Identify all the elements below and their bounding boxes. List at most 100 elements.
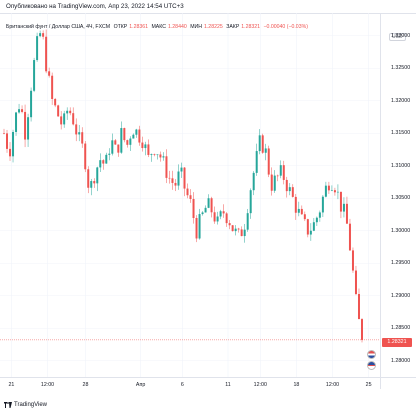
candle-up	[12, 132, 14, 156]
candle-up	[220, 211, 222, 216]
candle-up	[162, 156, 164, 157]
candle-down	[114, 140, 116, 144]
price-tick: 1.28500	[391, 325, 410, 331]
legend-close-label: ЗАКР	[226, 24, 239, 30]
price-tick: 1.29500	[391, 260, 410, 266]
candle-up	[322, 197, 324, 213]
candle-down	[171, 178, 173, 183]
candle-up	[150, 154, 152, 155]
price-axis[interactable]: USD 1.33000 1.32500 1.32000 1.31500 1.31000 1…	[380, 13, 416, 377]
time-tick: 12:00	[254, 382, 267, 388]
time-tick: 12:00	[326, 382, 339, 388]
time-tick: 6	[181, 382, 184, 388]
legend-high-label: МАКС	[151, 24, 166, 30]
candle-up	[256, 151, 258, 173]
candle-down	[141, 143, 143, 148]
candle-down	[51, 76, 53, 99]
grid-lines	[0, 13, 380, 377]
candle-up	[30, 91, 32, 117]
candle-down	[72, 113, 74, 124]
price-tick: 1.30500	[391, 195, 410, 201]
settings-corner[interactable]	[380, 377, 416, 389]
candle-up	[96, 167, 98, 183]
candle-down	[117, 145, 119, 153]
candle-up	[63, 113, 65, 124]
price-tick: 1.32500	[391, 65, 410, 71]
candle-up	[274, 176, 276, 191]
candle-down	[3, 133, 5, 134]
candle-down	[153, 154, 155, 155]
candle-up	[177, 172, 179, 186]
candle-down	[21, 109, 23, 112]
candle-down	[229, 223, 231, 225]
candle-up	[129, 139, 131, 145]
candlestick-chart[interactable]	[0, 13, 380, 377]
candle-up	[36, 36, 38, 60]
candle-down	[361, 319, 363, 340]
footer-brand: TradingView	[14, 402, 47, 408]
candle-down	[6, 133, 8, 148]
candle-down	[355, 271, 357, 294]
candle-down	[174, 183, 176, 186]
time-tick: 12:00	[41, 382, 54, 388]
price-tick: 1.28000	[391, 358, 410, 364]
candle-down	[340, 192, 342, 212]
time-tick: Апр	[136, 382, 145, 388]
candle-up	[180, 168, 182, 172]
candle-up	[259, 135, 261, 151]
tradingview-logo-icon	[4, 402, 12, 408]
candle-down	[24, 112, 26, 140]
legend-low-value: 1.28225	[204, 24, 223, 30]
time-tick: 11	[225, 382, 231, 388]
candle-down	[214, 212, 216, 221]
candle-down	[84, 144, 86, 170]
candle-down	[349, 224, 351, 251]
candle-up	[247, 213, 249, 230]
candle-up	[217, 217, 219, 222]
candle-down	[123, 128, 125, 140]
candle-up	[319, 212, 321, 217]
candle-down	[57, 105, 59, 116]
flag-uk-icon[interactable]	[367, 350, 376, 359]
candle-down	[346, 204, 348, 224]
candle-down	[165, 156, 167, 178]
candle-down	[328, 186, 330, 191]
candle-up	[135, 130, 137, 135]
candle-down	[190, 195, 192, 199]
candle-down	[87, 169, 89, 187]
candle-down	[138, 130, 140, 143]
candle-up	[199, 214, 201, 238]
candle-down	[301, 209, 303, 214]
legend-open-label: ОТКР	[114, 24, 128, 30]
candle-down	[295, 197, 297, 213]
candle-down	[9, 149, 11, 156]
candle-up	[39, 33, 41, 36]
published-caption: Опубликовано на TradingView.com, Апр 23,…	[6, 3, 184, 10]
legend-change: −0.00040 (−0.03%)	[264, 24, 308, 30]
candle-down	[187, 189, 189, 196]
candle-up	[15, 112, 17, 132]
candle-down	[193, 199, 195, 218]
tradingview-footer[interactable]: TradingView	[4, 402, 47, 408]
candle-down	[241, 229, 243, 236]
flag-us-icon[interactable]	[367, 361, 376, 370]
candle-up	[280, 165, 282, 176]
price-tick: 1.30000	[391, 228, 410, 234]
candle-up	[250, 190, 252, 213]
time-tick: 18	[293, 382, 299, 388]
candle-down	[102, 160, 104, 163]
price-tick: 1.31000	[391, 163, 410, 169]
candle-down	[334, 190, 336, 192]
candle-up	[205, 208, 207, 213]
candle-up	[343, 204, 345, 212]
candle-up	[208, 198, 210, 208]
candle-up	[111, 140, 113, 153]
time-axis[interactable]: 21 12:00 28 Апр 6 11 12:00 18 12:00 25	[0, 377, 380, 389]
candle-down	[93, 181, 95, 183]
candle-down	[232, 225, 234, 231]
candle-up	[244, 230, 246, 236]
candle-up	[235, 229, 237, 231]
candle-up	[132, 135, 134, 139]
candle-down	[223, 211, 225, 213]
candle-down	[75, 124, 77, 134]
